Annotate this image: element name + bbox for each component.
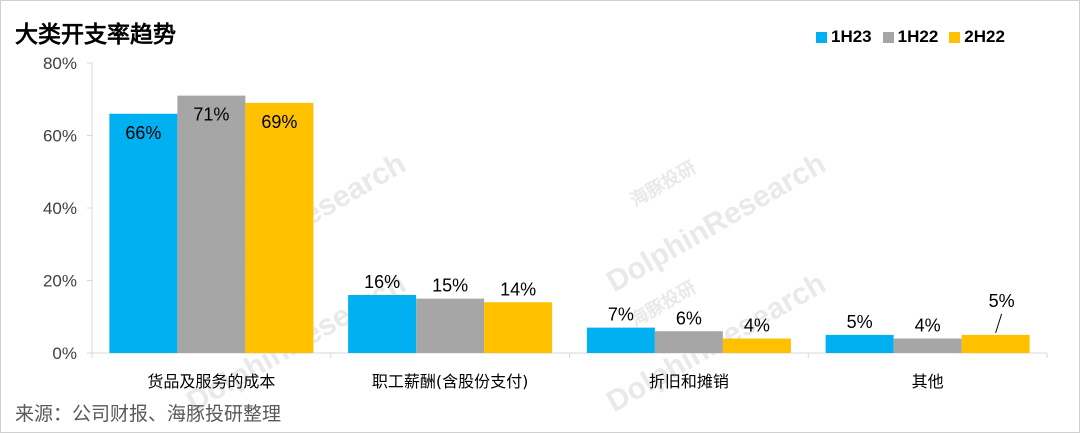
y-tick-label: 80% — [43, 54, 77, 73]
y-tick-label: 20% — [43, 272, 77, 291]
bar-2h22-3 — [961, 334, 1030, 353]
data-label: 7% — [608, 305, 634, 325]
legend-label: 2H22 — [964, 27, 1005, 46]
data-label: 5% — [989, 291, 1015, 311]
y-tick-label: 0% — [52, 344, 77, 363]
legend-label: 1H23 — [831, 27, 872, 46]
data-label: 4% — [915, 316, 941, 336]
legend-label: 1H22 — [897, 27, 939, 46]
bar-1h23-2 — [586, 327, 655, 353]
data-label: 69% — [261, 112, 297, 132]
legend-item-2h22: 2H22 — [949, 27, 1005, 47]
data-label: 71% — [193, 105, 229, 125]
bar-1h23-0 — [109, 113, 178, 353]
category-label: 其他 — [912, 372, 944, 391]
category-label: 职工薪酬(含股份支付) — [372, 372, 529, 391]
source-note: 来源：公司财报、海豚投研整理 — [15, 403, 282, 425]
chart-title: 大类开支率趋势 — [15, 22, 176, 48]
legend-item-1h23: 1H23 — [816, 27, 872, 47]
data-label: 15% — [432, 276, 468, 296]
category-label: 折旧和摊销 — [649, 372, 729, 391]
legend: 1H23 1H22 2H22 — [816, 27, 1016, 47]
bar-2h22-2 — [722, 338, 791, 353]
legend-swatch — [882, 31, 894, 43]
data-label: 4% — [744, 316, 770, 336]
bar-1h22-2 — [654, 331, 723, 353]
bar-1h22-3 — [893, 338, 962, 353]
y-tick-label: 40% — [43, 199, 77, 218]
legend-swatch — [816, 31, 827, 43]
data-label: 14% — [500, 279, 536, 299]
data-label: 5% — [847, 312, 873, 332]
bar-1h23-1 — [348, 295, 417, 353]
y-tick-label: 60% — [43, 127, 77, 146]
bar-1h22-1 — [416, 298, 485, 353]
bar-2h22-0 — [245, 102, 314, 353]
watermark-brand: DolphinResearch — [601, 147, 831, 299]
bar-1h22-0 — [177, 95, 246, 353]
data-label-leader — [995, 313, 1003, 334]
bar-2h22-1 — [484, 302, 553, 353]
data-label: 16% — [364, 272, 400, 292]
category-label: 货品及服务的成本 — [147, 372, 275, 391]
legend-item-1h22: 1H22 — [882, 27, 939, 47]
bar-1h23-3 — [825, 334, 894, 353]
data-label: 6% — [676, 308, 702, 328]
watermark-cn: 海豚投研 — [626, 156, 699, 210]
legend-swatch — [949, 31, 961, 43]
data-label: 66% — [125, 123, 161, 143]
